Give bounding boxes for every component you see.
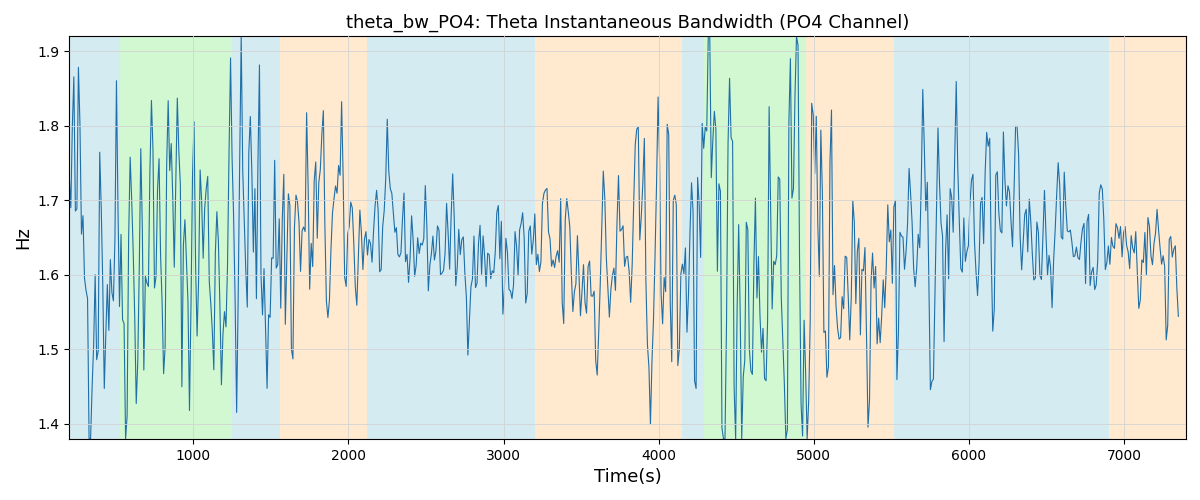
Bar	[281, 36, 367, 439]
Bar	[535, 36, 682, 439]
Bar	[367, 36, 473, 439]
Bar	[682, 36, 703, 439]
Bar	[1044, 36, 1109, 439]
Bar	[120, 36, 232, 439]
Bar	[232, 36, 281, 439]
X-axis label: Time(s): Time(s)	[594, 468, 661, 486]
Bar	[1109, 36, 1186, 439]
Y-axis label: Hz: Hz	[14, 226, 32, 249]
Title: theta_bw_PO4: Theta Instantaneous Bandwidth (PO4 Channel): theta_bw_PO4: Theta Instantaneous Bandwi…	[346, 14, 910, 32]
Bar	[806, 36, 894, 439]
Bar	[894, 36, 1044, 439]
Bar	[703, 36, 806, 439]
Bar	[70, 36, 120, 439]
Bar	[473, 36, 535, 439]
